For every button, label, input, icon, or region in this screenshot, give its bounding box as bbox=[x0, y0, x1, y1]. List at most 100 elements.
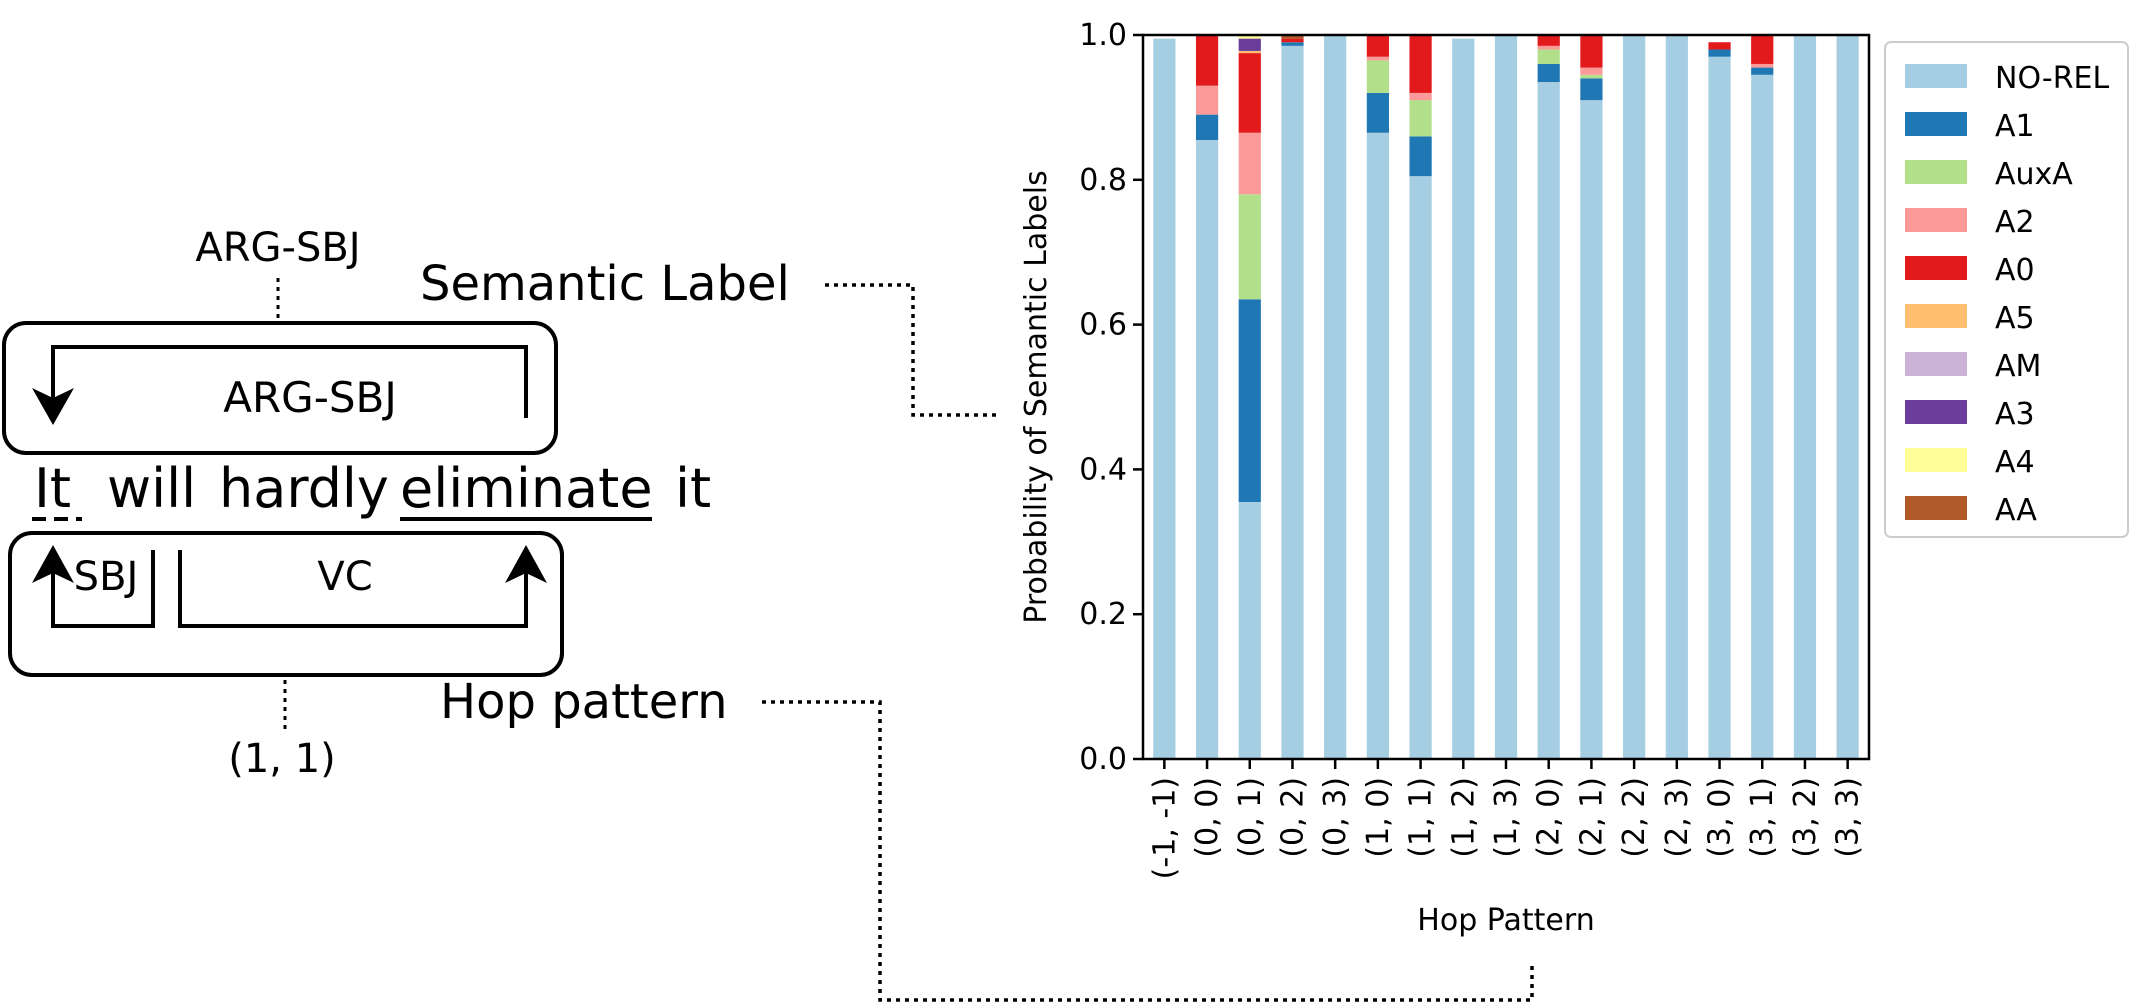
bar-segment bbox=[1409, 92, 1432, 101]
y-axis: 0.0 0.2 0.4 0.6 0.8 1.0 bbox=[1079, 18, 1143, 777]
y-axis-label: Probability of Semantic Labels bbox=[1019, 170, 1054, 623]
x-tick-label: (0, 0) bbox=[1190, 777, 1225, 858]
semantic-label-leader-line bbox=[825, 283, 1000, 417]
bar-segment bbox=[1238, 35, 1261, 39]
vc-arc-label: VC bbox=[317, 554, 372, 600]
y-tick-label: 0.6 bbox=[1079, 308, 1127, 343]
sbj-arc bbox=[51, 550, 155, 628]
sentence-word-will: will bbox=[107, 457, 196, 520]
legend-label: A5 bbox=[1995, 301, 2035, 336]
bar-segment bbox=[1580, 74, 1603, 79]
y-tick-label: 0.8 bbox=[1079, 163, 1127, 198]
x-tick-label: (1, 1) bbox=[1404, 777, 1439, 858]
legend-label: AM bbox=[1995, 349, 2041, 384]
stacked-bar-chart: 0.00.20.40.60.81.0 (-1, -1) (0, 0) (0, 1)(… bbox=[1019, 18, 2129, 938]
x-tick-label: (0, 2) bbox=[1275, 777, 1310, 858]
hop-pattern-value: (1, 1) bbox=[228, 736, 336, 782]
legend-swatch bbox=[1905, 64, 1967, 88]
legend-swatch bbox=[1905, 112, 1967, 136]
syntactic-arc-box bbox=[8, 531, 564, 677]
bar-segment bbox=[1281, 38, 1304, 43]
top-semantic-label: ARG-SBJ bbox=[195, 225, 360, 271]
x-tick-label: (0, 3) bbox=[1318, 777, 1353, 858]
y-tick-label: 0.0 bbox=[1079, 742, 1127, 777]
legend-swatch bbox=[1905, 256, 1967, 280]
semantic-arc-box bbox=[2, 321, 558, 455]
legend-swatch bbox=[1905, 304, 1967, 328]
bar-segment bbox=[1366, 92, 1389, 133]
bar-segment bbox=[1238, 501, 1261, 759]
bar-segment bbox=[1537, 49, 1560, 64]
x-axis: (-1, -1) (0, 0) (0, 1) (0, 2) (0, 3) (1, 0) (1… bbox=[1147, 759, 1866, 879]
legend-swatch bbox=[1905, 448, 1967, 472]
legend-items: NO-REL A1 AuxA A2 A0 A5 AM A3 A4 AA bbox=[1905, 61, 2110, 528]
hop-pattern-caption: Hop pattern bbox=[440, 674, 728, 730]
bar-segment bbox=[1195, 139, 1219, 760]
legend-label: A1 bbox=[1995, 109, 2035, 144]
legend: NO-REL A1 AuxA A2 A0 A5 AM A3 A4 AA bbox=[1884, 41, 2129, 538]
y-tick-label: 1.0 bbox=[1079, 18, 1127, 53]
bar-segment bbox=[1409, 35, 1432, 93]
semantic-label-caption: Semantic Label bbox=[420, 256, 790, 312]
bar-segment bbox=[1708, 56, 1731, 760]
bar-segment bbox=[1452, 38, 1475, 760]
legend-label: AA bbox=[1995, 493, 2037, 528]
bar-segment bbox=[1793, 35, 1817, 759]
bar-segment bbox=[1665, 35, 1688, 759]
bar-segment bbox=[1238, 53, 1261, 133]
bar-segment bbox=[1238, 299, 1261, 502]
x-tick-label: (-1, -1) bbox=[1147, 777, 1182, 879]
bar-segment bbox=[1366, 35, 1389, 57]
legend-label: AuxA bbox=[1995, 157, 2073, 192]
semantic-arc-arrowhead bbox=[32, 388, 74, 425]
bar-segment bbox=[1580, 100, 1603, 759]
bar-segment bbox=[1366, 132, 1389, 760]
bar-segment bbox=[1580, 78, 1603, 101]
legend-label: A4 bbox=[1995, 445, 2035, 480]
y-tick-label: 0.2 bbox=[1079, 597, 1127, 632]
bar-segment bbox=[1494, 35, 1518, 759]
legend-swatch bbox=[1905, 400, 1967, 424]
sentence-word-hardly: hardly bbox=[219, 457, 389, 520]
bar-segment bbox=[1836, 35, 1859, 759]
bar-segment bbox=[1195, 85, 1219, 115]
bar-segment bbox=[1238, 50, 1261, 54]
x-tick-label: (3, 3) bbox=[1831, 777, 1866, 858]
bar-segment bbox=[1238, 194, 1261, 300]
bar-segment bbox=[1708, 42, 1731, 50]
x-tick-label: (2, 0) bbox=[1532, 777, 1567, 858]
bar-segment bbox=[1708, 49, 1731, 57]
x-tick-label: (0, 1) bbox=[1233, 777, 1268, 858]
x-tick-label: (1, 0) bbox=[1361, 777, 1396, 858]
bar-segment bbox=[1751, 63, 1774, 68]
dependency-diagram: ARG-SBJ Semantic Label ARG-SBJ It will h… bbox=[2, 225, 1534, 1002]
bar-segment bbox=[1281, 42, 1304, 46]
legend-label: A3 bbox=[1995, 397, 2035, 432]
bar-segment bbox=[1409, 136, 1432, 177]
hop-pattern-leader-line bbox=[762, 700, 1534, 1002]
y-tick-label: 0.4 bbox=[1079, 452, 1127, 487]
sbj-arc-label: SBJ bbox=[74, 554, 139, 600]
bar-segment bbox=[1580, 67, 1603, 75]
bar-segment bbox=[1537, 35, 1560, 46]
semantic-arc bbox=[51, 345, 528, 418]
sentence-word-eliminate: eliminate bbox=[400, 457, 653, 520]
x-tick-label: (2, 3) bbox=[1660, 777, 1695, 858]
bar-segment bbox=[1537, 45, 1560, 50]
x-tick-label: (3, 2) bbox=[1788, 777, 1823, 858]
x-axis-label: Hop Pattern bbox=[1417, 903, 1594, 938]
vc-arc bbox=[178, 550, 528, 628]
legend-swatch bbox=[1905, 208, 1967, 232]
bar-segment bbox=[1366, 60, 1389, 93]
x-tick-label: (1, 2) bbox=[1446, 777, 1481, 858]
bar-series-group bbox=[1153, 35, 1859, 760]
x-tick-label: (3, 1) bbox=[1745, 777, 1780, 858]
legend-swatch bbox=[1905, 160, 1967, 184]
legend-label: A0 bbox=[1995, 253, 2035, 288]
bar-segment bbox=[1366, 56, 1389, 61]
legend-label: A2 bbox=[1995, 205, 2035, 240]
legend-swatch bbox=[1905, 352, 1967, 376]
semantic-arc-label: ARG-SBJ bbox=[223, 373, 396, 422]
bar-segment bbox=[1238, 132, 1261, 195]
